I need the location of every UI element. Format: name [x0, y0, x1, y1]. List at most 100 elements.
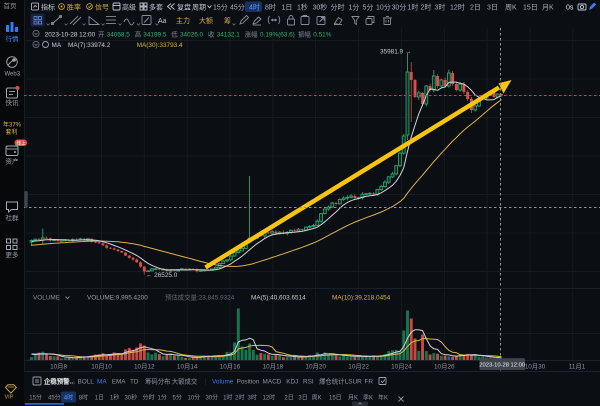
svg-text:KDJ: KDJ	[286, 379, 298, 386]
svg-text:RSI: RSI	[303, 379, 314, 386]
svg-text:30分: 30分	[392, 3, 407, 12]
svg-text:4时: 4时	[64, 394, 73, 402]
svg-text:|: |	[73, 379, 75, 386]
svg-text:资产: 资产	[6, 157, 20, 166]
svg-text:1秒: 1秒	[110, 394, 119, 402]
svg-text:VOLUME: VOLUME	[33, 295, 60, 302]
svg-text:EMA: EMA	[112, 379, 127, 386]
svg-text:3时: 3时	[248, 394, 257, 402]
svg-text:指标: 指标	[41, 3, 55, 12]
svg-text:10分: 10分	[376, 3, 391, 12]
svg-text:1时: 1时	[223, 394, 232, 402]
svg-text:预估成交量:23,845.9324: 预估成交量:23,845.9324	[165, 293, 235, 302]
svg-text:|: |	[205, 379, 207, 386]
svg-text:MA(7):33974.2: MA(7):33974.2	[68, 42, 111, 49]
svg-text:MA(10):39,218.0454: MA(10):39,218.0454	[332, 295, 391, 302]
svg-text:胜率: 胜率	[67, 3, 81, 12]
svg-text:10月22: 10月22	[348, 363, 369, 371]
svg-text:10月14: 10月14	[177, 363, 198, 371]
svg-text:主力: 主力	[176, 16, 190, 25]
svg-text:10月10: 10月10	[91, 363, 112, 371]
svg-text:高级: 高级	[122, 3, 136, 12]
svg-text:收: 收	[208, 30, 215, 39]
svg-text:1时: 1时	[408, 3, 419, 12]
svg-text:季K: 季K	[363, 394, 373, 402]
svg-text:10分: 10分	[188, 394, 201, 402]
svg-text:3日: 3日	[487, 4, 498, 12]
svg-text:2日: 2日	[284, 395, 293, 402]
svg-text:34132.1: 34132.1	[217, 32, 241, 39]
svg-text:35981.9 →: 35981.9 →	[380, 49, 411, 56]
svg-text:10月16: 10月16	[220, 363, 241, 371]
svg-text:2023-10-28 12:00: 2023-10-28 12:00	[45, 32, 96, 39]
svg-text:套利: 套利	[6, 128, 18, 136]
svg-text:MA(5):40,603.6514: MA(5):40,603.6514	[251, 295, 306, 302]
svg-text:开: 开	[98, 31, 105, 39]
svg-text:2023-10-28 12:00: 2023-10-28 12:00	[479, 363, 525, 369]
svg-text:MACD: MACD	[263, 379, 282, 386]
svg-text:首页: 首页	[4, 1, 18, 10]
svg-text:3时: 3时	[435, 3, 446, 12]
svg-text:Position: Position	[237, 379, 260, 386]
svg-text:线上: 线上	[17, 140, 26, 146]
svg-text:5分: 5分	[363, 3, 374, 12]
svg-text:TD: TD	[130, 379, 139, 386]
svg-text:爆仓统计: 爆仓统计	[319, 377, 345, 386]
svg-text:10月12: 10月12	[134, 363, 155, 371]
svg-text:0.51%: 0.51%	[313, 32, 331, 39]
svg-text:社群: 社群	[6, 213, 20, 222]
svg-text:振幅: 振幅	[298, 30, 311, 39]
svg-text:涨幅: 涨幅	[245, 30, 258, 39]
svg-text:周K: 周K	[505, 4, 517, 12]
svg-text:34026.0: 34026.0	[180, 32, 204, 39]
svg-text:年K: 年K	[378, 394, 388, 402]
svg-text:15分: 15分	[213, 3, 228, 12]
svg-text:更多: 更多	[6, 250, 20, 259]
svg-text:LSUR: LSUR	[345, 379, 362, 386]
svg-text:1日: 1日	[95, 395, 104, 402]
svg-text:4时: 4时	[249, 3, 260, 12]
svg-text:信号: 信号	[95, 3, 109, 12]
svg-text:30分: 30分	[206, 394, 219, 402]
svg-text:0s: 0s	[566, 5, 574, 12]
svg-text:周期: 周期	[192, 4, 206, 12]
svg-text:10月18: 10月18	[263, 363, 284, 371]
svg-text:11月1: 11月1	[569, 363, 586, 371]
svg-text:12时: 12时	[263, 394, 276, 402]
svg-text:BOLL: BOLL	[78, 379, 95, 386]
svg-text:MA: MA	[52, 42, 62, 49]
svg-text:大额: 大额	[199, 16, 213, 25]
svg-text:3日: 3日	[298, 395, 307, 402]
svg-text:筹: 筹	[224, 16, 231, 25]
svg-text:10月24: 10月24	[391, 363, 412, 371]
svg-text:2日: 2日	[470, 4, 481, 12]
svg-text:0.19%(63.6): 0.19%(63.6)	[260, 32, 295, 39]
svg-text:34199.5: 34199.5	[143, 32, 167, 39]
svg-text:VIP: VIP	[5, 395, 14, 401]
svg-text:15日: 15日	[523, 4, 538, 12]
svg-text:15分: 15分	[29, 394, 42, 402]
svg-text:企稳预警...: 企稳预警...	[43, 377, 75, 386]
svg-text:MA(30):33793.4: MA(30):33793.4	[137, 42, 183, 49]
svg-text:快讯: 快讯	[6, 98, 20, 107]
svg-text:复盘: 复盘	[177, 3, 191, 12]
svg-text:2时: 2时	[421, 3, 432, 12]
svg-text:1分: 1分	[158, 394, 167, 402]
svg-text:分时: 分时	[143, 394, 155, 402]
svg-text:10月8: 10月8	[50, 363, 67, 371]
svg-text:Web3: Web3	[5, 72, 21, 78]
svg-text:34068.5: 34068.5	[107, 32, 131, 39]
svg-text:分时: 分时	[331, 3, 345, 12]
svg-text:年37%: 年37%	[3, 121, 22, 129]
svg-text:VOLUME:9,995.4200: VOLUME:9,995.4200	[87, 295, 148, 302]
svg-text:低: 低	[171, 30, 178, 39]
svg-text:10月30: 10月30	[525, 363, 546, 371]
svg-text:45分: 45分	[48, 394, 61, 402]
svg-text:Volume: Volume	[212, 379, 234, 386]
svg-text:10月20: 10月20	[305, 363, 326, 371]
svg-text:30秒: 30秒	[313, 3, 328, 12]
svg-text:2时: 2时	[235, 394, 244, 402]
svg-text:15日: 15日	[329, 395, 342, 402]
svg-text:1日: 1日	[282, 4, 293, 12]
svg-text:MA: MA	[97, 379, 107, 386]
